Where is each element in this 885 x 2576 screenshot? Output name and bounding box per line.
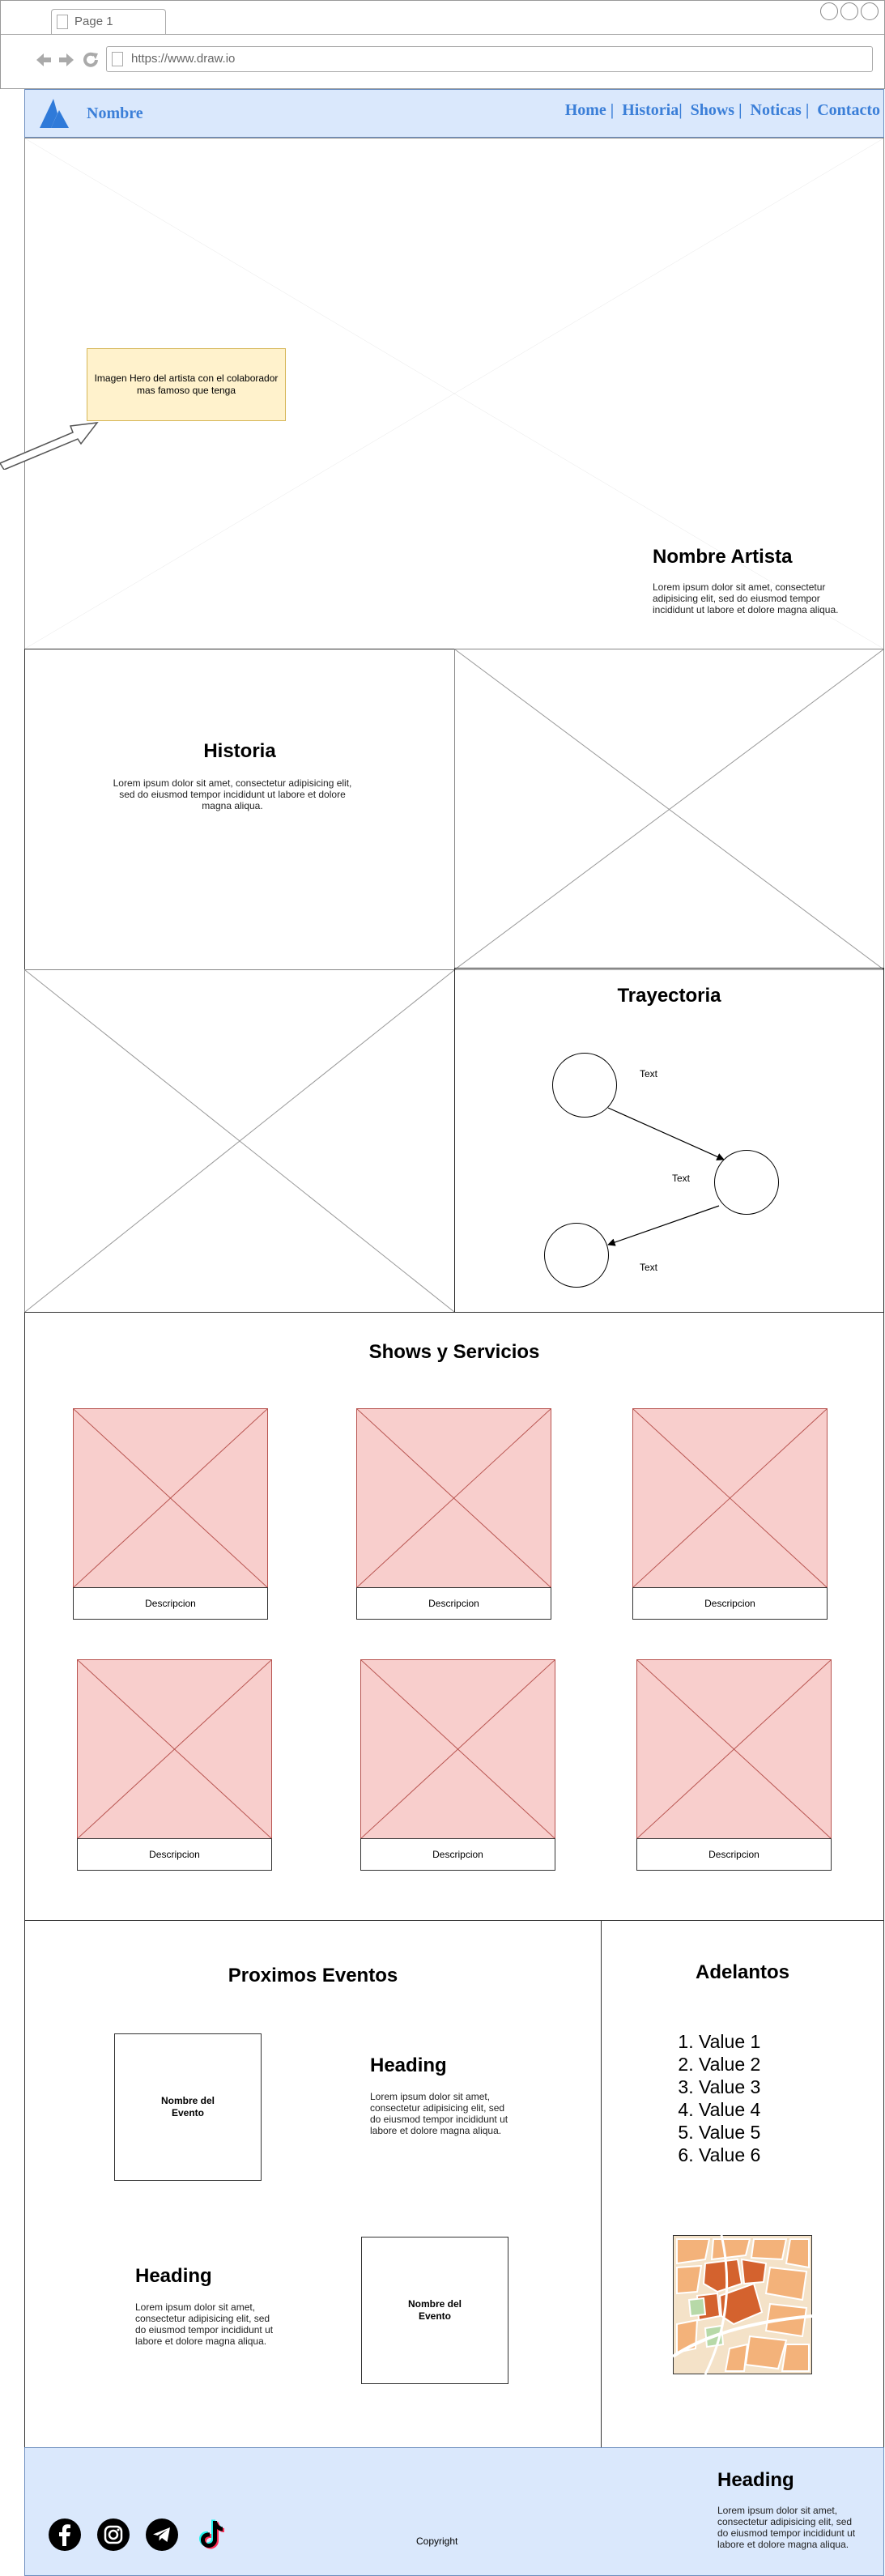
timeline-node-2: [714, 1150, 779, 1215]
page-icon: [57, 15, 68, 29]
adelantos-item: Value 5: [699, 2122, 760, 2143]
show-card-image[interactable]: [77, 1659, 272, 1839]
adelantos-title: Adelantos: [695, 1961, 789, 1983]
tab-title: Page 1: [74, 15, 113, 28]
trayectoria-title: Trayectoria: [617, 985, 721, 1007]
show-card-caption: Descripcion: [77, 1838, 272, 1871]
event-body-2: Lorem ipsum dolor sit amet, consectetur …: [135, 2301, 274, 2347]
event-box-1[interactable]: Nombre del Evento: [114, 2033, 262, 2181]
show-card-caption: Descripcion: [356, 1587, 551, 1620]
timeline-label-3: Text: [640, 1262, 658, 1273]
adelantos-item: Value 4: [699, 2099, 760, 2120]
url-text: https://www.draw.io: [131, 52, 236, 66]
show-card-image[interactable]: [632, 1408, 828, 1588]
forward-icon[interactable]: [57, 51, 75, 69]
timeline-label-2: Text: [672, 1173, 691, 1184]
logo-text[interactable]: Nombre: [87, 104, 143, 122]
show-card-image[interactable]: [360, 1659, 555, 1839]
adelantos-item: Value 2: [699, 2054, 760, 2075]
map-thumbnail[interactable]: [673, 2235, 812, 2374]
reload-icon[interactable]: [82, 51, 100, 69]
footer-heading: Heading: [717, 2469, 794, 2491]
main-nav: Home | Historia| Shows | Noticas | Conta…: [514, 101, 880, 120]
event-body-1: Lorem ipsum dolor sit amet, consectetur …: [370, 2091, 508, 2136]
show-card-caption: Descripcion: [632, 1587, 828, 1620]
hero-title: Nombre Artista: [653, 546, 793, 568]
event-heading-1: Heading: [370, 2054, 447, 2076]
page-icon: [112, 52, 123, 66]
eventos-section: Proximos Eventos Nombre del Evento Headi…: [24, 1920, 602, 2448]
timeline-node-1: [552, 1053, 617, 1118]
hero-note: Imagen Hero del artista con el colaborad…: [87, 348, 286, 421]
historia-image-placeholder: [454, 649, 884, 970]
event-box-1-label: Nombre del Evento: [160, 2095, 215, 2118]
arrow-icon: [0, 422, 99, 470]
nav-shows[interactable]: Shows |: [690, 101, 742, 119]
footer-body: Lorem ipsum dolor sit amet, consectetur …: [717, 2505, 856, 2550]
trayectoria-section: Trayectoria Text Text Text: [454, 968, 884, 1313]
nav-home[interactable]: Home |: [564, 101, 615, 119]
maximize-icon[interactable]: [840, 2, 858, 20]
adelantos-item: Value 1: [699, 2031, 760, 2052]
eventos-title: Proximos Eventos: [228, 1965, 398, 1986]
browser-tab[interactable]: Page 1: [51, 9, 166, 35]
telegram-icon[interactable]: [146, 2519, 178, 2551]
site-footer: Copyright Heading Lorem ipsum dolor sit …: [24, 2447, 884, 2576]
hero-body: Lorem ipsum dolor sit amet, consectetur …: [653, 581, 839, 615]
adelantos-section: Adelantos Value 1 Value 2 Value 3 Value …: [601, 1920, 884, 2448]
adelantos-item: Value 3: [699, 2076, 760, 2097]
trayectoria-image-placeholder: [24, 969, 455, 1313]
instagram-icon[interactable]: [97, 2519, 130, 2551]
show-card-image[interactable]: [356, 1408, 551, 1588]
show-card-image[interactable]: [73, 1408, 268, 1588]
historia-body: Lorem ipsum dolor sit amet, consectetur …: [113, 777, 352, 811]
hero-note-text: Imagen Hero del artista con el colaborad…: [94, 373, 279, 396]
show-card-caption: Descripcion: [73, 1587, 268, 1620]
back-icon[interactable]: [35, 51, 53, 69]
logo-icon[interactable]: [40, 99, 74, 130]
show-card-caption: Descripcion: [636, 1838, 832, 1871]
tiktok-icon[interactable]: [195, 2518, 228, 2552]
tab-bar-line: [1, 34, 884, 35]
close-icon[interactable]: [861, 2, 879, 20]
event-box-2[interactable]: Nombre del Evento: [361, 2237, 508, 2384]
adelantos-list: Value 1 Value 2 Value 3 Value 4 Value 5 …: [699, 2031, 760, 2167]
nav-contacto[interactable]: Contacto: [817, 101, 880, 119]
timeline-node-3: [544, 1223, 609, 1288]
show-card-caption: Descripcion: [360, 1838, 555, 1871]
shows-title: Shows y Servicios: [368, 1341, 540, 1363]
facebook-icon[interactable]: [49, 2519, 81, 2551]
browser-frame: Page 1 https://www.draw.io: [0, 0, 885, 89]
nav-historia[interactable]: Historia|: [622, 101, 683, 119]
nav-noticas[interactable]: Noticas |: [750, 101, 810, 119]
minimize-icon[interactable]: [820, 2, 838, 20]
show-card-image[interactable]: [636, 1659, 832, 1839]
trayectoria-connectors: [607, 1107, 725, 1246]
address-bar[interactable]: https://www.draw.io: [106, 46, 873, 72]
historia-section: Historia Lorem ipsum dolor sit amet, con…: [24, 649, 455, 970]
copyright-text: Copyright: [416, 2536, 458, 2547]
historia-title: Historia: [203, 740, 276, 762]
event-box-2-label: Nombre del Evento: [407, 2298, 462, 2322]
site-header: Nombre Home | Historia| Shows | Noticas …: [24, 89, 884, 138]
event-heading-2: Heading: [135, 2265, 212, 2287]
timeline-label-1: Text: [640, 1068, 658, 1079]
adelantos-item: Value 6: [699, 2144, 760, 2165]
